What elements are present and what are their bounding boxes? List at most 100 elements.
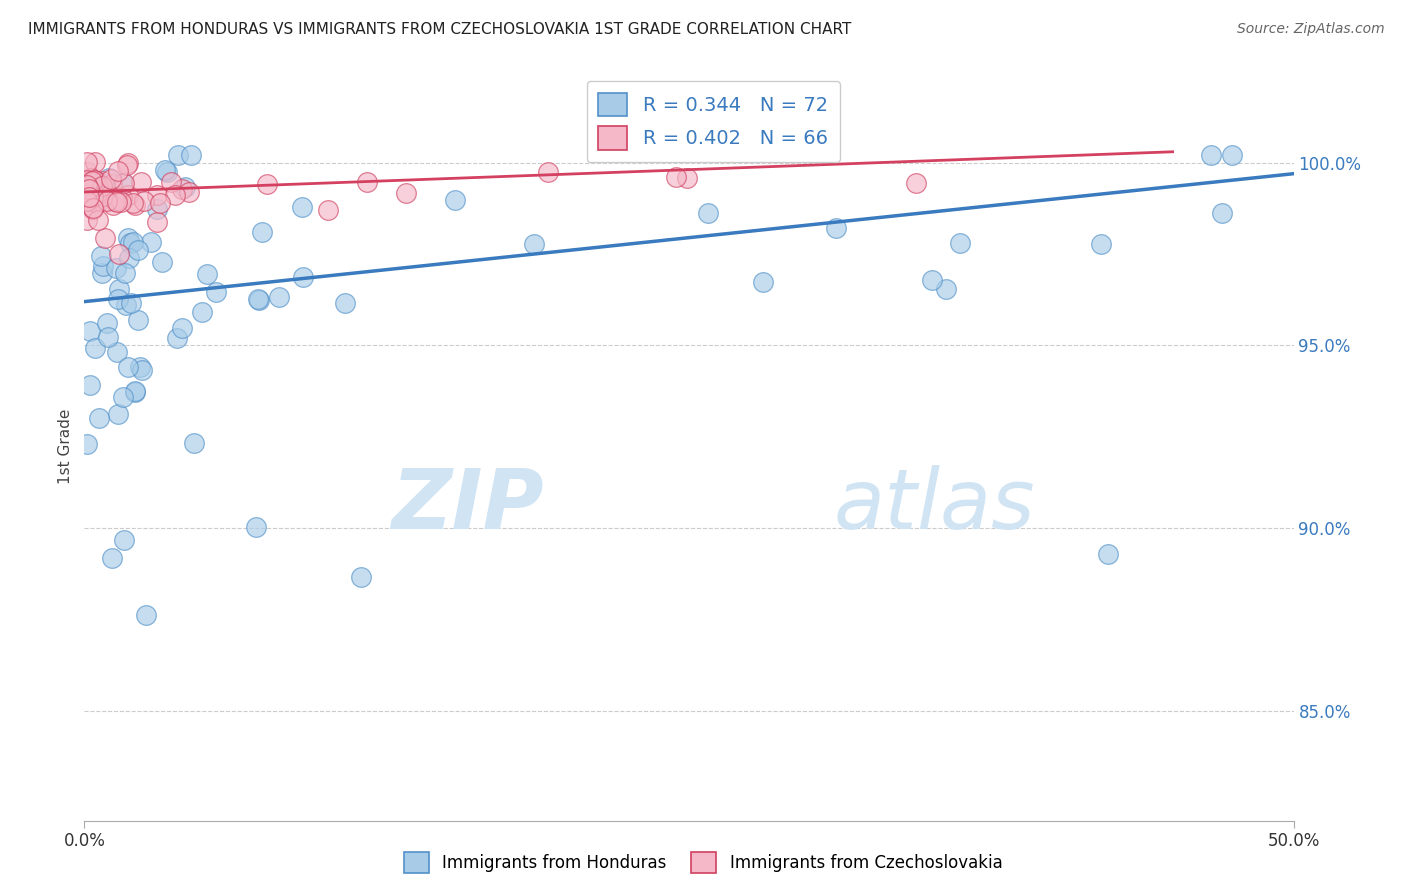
Y-axis label: 1st Grade: 1st Grade xyxy=(58,409,73,483)
Point xyxy=(149,195,172,210)
Point xyxy=(100,172,122,186)
Point xyxy=(195,267,218,281)
Point xyxy=(107,191,129,205)
Point xyxy=(79,324,101,338)
Point xyxy=(107,407,129,421)
Point xyxy=(107,194,129,209)
Point xyxy=(120,235,142,250)
Point xyxy=(83,155,105,169)
Point xyxy=(949,236,972,251)
Point xyxy=(117,231,139,245)
Point xyxy=(82,192,104,206)
Text: atlas: atlas xyxy=(834,466,1036,547)
Point xyxy=(250,225,273,239)
Point xyxy=(1090,236,1112,251)
Point xyxy=(112,390,135,404)
Point xyxy=(103,189,125,203)
Point xyxy=(96,317,118,331)
Point xyxy=(84,174,107,188)
Text: ZIP: ZIP xyxy=(391,466,544,547)
Point xyxy=(180,148,202,162)
Point xyxy=(350,570,373,584)
Point xyxy=(104,261,127,276)
Point xyxy=(82,186,104,200)
Point xyxy=(111,176,134,190)
Point xyxy=(675,171,697,186)
Point xyxy=(665,169,688,184)
Point xyxy=(166,331,188,345)
Point xyxy=(114,266,136,280)
Point xyxy=(108,282,131,296)
Point xyxy=(139,235,162,249)
Point xyxy=(110,194,132,209)
Point xyxy=(76,178,98,192)
Legend: Immigrants from Honduras, Immigrants from Czechoslovakia: Immigrants from Honduras, Immigrants fro… xyxy=(396,846,1010,880)
Point xyxy=(131,363,153,377)
Point xyxy=(82,189,104,203)
Point xyxy=(129,175,152,189)
Point xyxy=(115,298,138,312)
Point xyxy=(153,163,176,178)
Point xyxy=(76,165,98,179)
Point xyxy=(83,341,105,355)
Point xyxy=(356,175,378,189)
Point xyxy=(247,293,270,308)
Point xyxy=(107,292,129,306)
Point xyxy=(256,177,278,191)
Point xyxy=(146,188,169,202)
Point xyxy=(134,194,156,209)
Point xyxy=(172,321,194,335)
Point xyxy=(91,189,114,203)
Point xyxy=(316,203,339,218)
Point xyxy=(76,173,98,187)
Point xyxy=(96,194,118,208)
Point xyxy=(444,193,467,207)
Point xyxy=(824,221,846,235)
Point xyxy=(523,236,546,251)
Point xyxy=(921,273,943,287)
Point xyxy=(150,255,173,269)
Point xyxy=(107,164,129,178)
Point xyxy=(120,295,142,310)
Point xyxy=(146,214,169,228)
Point xyxy=(1211,205,1233,219)
Point xyxy=(76,186,98,200)
Point xyxy=(98,171,121,186)
Point xyxy=(205,285,228,300)
Point xyxy=(124,197,146,211)
Point xyxy=(395,186,418,200)
Point xyxy=(80,171,103,186)
Point xyxy=(117,359,139,374)
Point xyxy=(83,173,105,187)
Point xyxy=(110,192,132,206)
Point xyxy=(108,247,131,261)
Point xyxy=(76,213,98,227)
Point xyxy=(76,437,98,451)
Point xyxy=(156,165,179,179)
Point xyxy=(135,607,157,622)
Point xyxy=(103,197,125,211)
Point xyxy=(245,519,267,533)
Point xyxy=(127,313,149,327)
Point xyxy=(87,213,110,227)
Point xyxy=(90,266,112,280)
Point xyxy=(107,345,129,359)
Point xyxy=(86,192,108,206)
Point xyxy=(696,206,718,220)
Point xyxy=(935,282,957,296)
Point xyxy=(87,410,110,425)
Point xyxy=(146,202,169,216)
Point xyxy=(191,305,214,319)
Point xyxy=(86,195,108,210)
Text: Source: ZipAtlas.com: Source: ZipAtlas.com xyxy=(1237,22,1385,37)
Point xyxy=(177,185,200,199)
Point xyxy=(82,174,104,188)
Point xyxy=(172,182,194,196)
Point xyxy=(183,436,205,450)
Point xyxy=(76,154,98,169)
Point xyxy=(159,176,181,190)
Point xyxy=(166,148,188,162)
Point xyxy=(127,244,149,258)
Point xyxy=(124,384,146,399)
Point xyxy=(117,156,139,170)
